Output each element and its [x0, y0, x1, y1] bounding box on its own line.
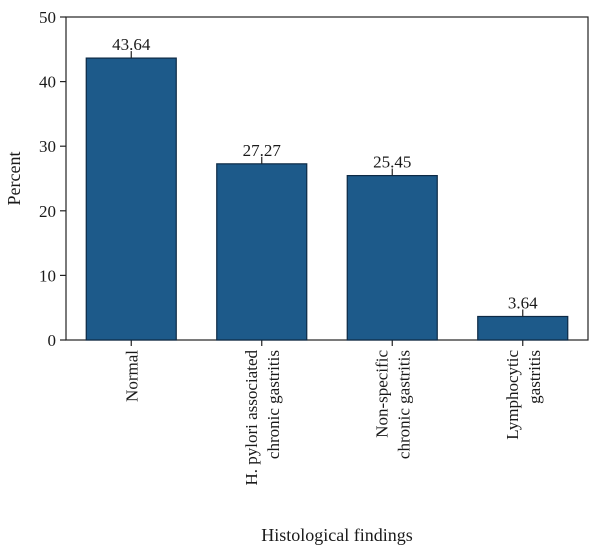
y-tick-label: 30	[39, 137, 56, 156]
plot-frame	[65, 16, 589, 341]
x-tick-label: H. pylori associated chronic gastritis	[242, 350, 283, 486]
bars	[85, 51, 569, 341]
x-tick-label: Normal	[122, 350, 141, 402]
x-tick-label: Lymphocytic gastritis	[503, 350, 544, 440]
data-label: 27.27	[243, 141, 282, 160]
bar	[216, 163, 308, 341]
y-axis-label: Percent	[4, 152, 24, 206]
x-tick-label-line: Lymphocytic	[503, 350, 522, 440]
x-tick-label-line: gastritis	[525, 350, 544, 404]
bar	[85, 57, 177, 341]
x-tick-label-line: Normal	[122, 350, 141, 402]
data-label: 43.64	[112, 35, 151, 54]
x-axis-label: Histological findings	[261, 525, 413, 545]
axes: 0 10 20 30 40 50	[39, 8, 589, 350]
y-tick-label: 50	[39, 8, 56, 27]
y-tick-label: 40	[39, 73, 56, 92]
data-label: 3.64	[508, 293, 538, 312]
y-tick-label: 10	[39, 266, 56, 285]
x-tick-label-line: H. pylori associated	[242, 350, 261, 486]
bar	[477, 315, 569, 341]
x-tick-label-line: chronic gastritis	[394, 350, 413, 459]
x-tick-label-line: Non-specific	[372, 350, 391, 438]
y-tick-label: 20	[39, 202, 56, 221]
bar	[346, 174, 438, 341]
x-tick-label: Non-specific chronic gastritis	[372, 350, 413, 460]
y-tick-label: 0	[48, 331, 57, 350]
data-label: 25.45	[373, 153, 411, 172]
x-tick-label-line: chronic gastritis	[264, 350, 283, 459]
